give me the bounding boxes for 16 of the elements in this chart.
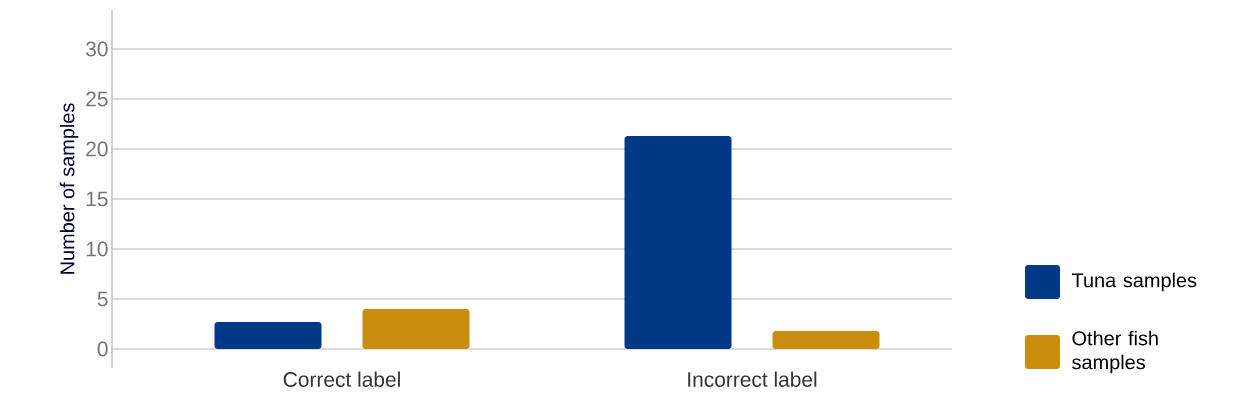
y-tick-label: 10 [86,241,108,257]
bar [362,309,470,349]
y-tick-label: 30 [86,41,108,57]
y-tick-label: 0 [97,341,108,357]
bar [772,331,880,349]
bar [214,322,322,349]
x-tick-label: Correct label [283,371,400,387]
y-tick-label: 15 [86,191,108,207]
y-axis-title: Number of samples [59,103,79,274]
legend-label: Tuna samples [1071,272,1197,292]
x-tick-label: Incorrect label [688,371,817,387]
y-tick-label: 25 [86,91,108,107]
legend-label: Other fish samples [1072,330,1158,374]
y-tick-label: 20 [86,141,108,157]
y-tick-label: 5 [97,291,108,307]
bar [624,136,732,349]
